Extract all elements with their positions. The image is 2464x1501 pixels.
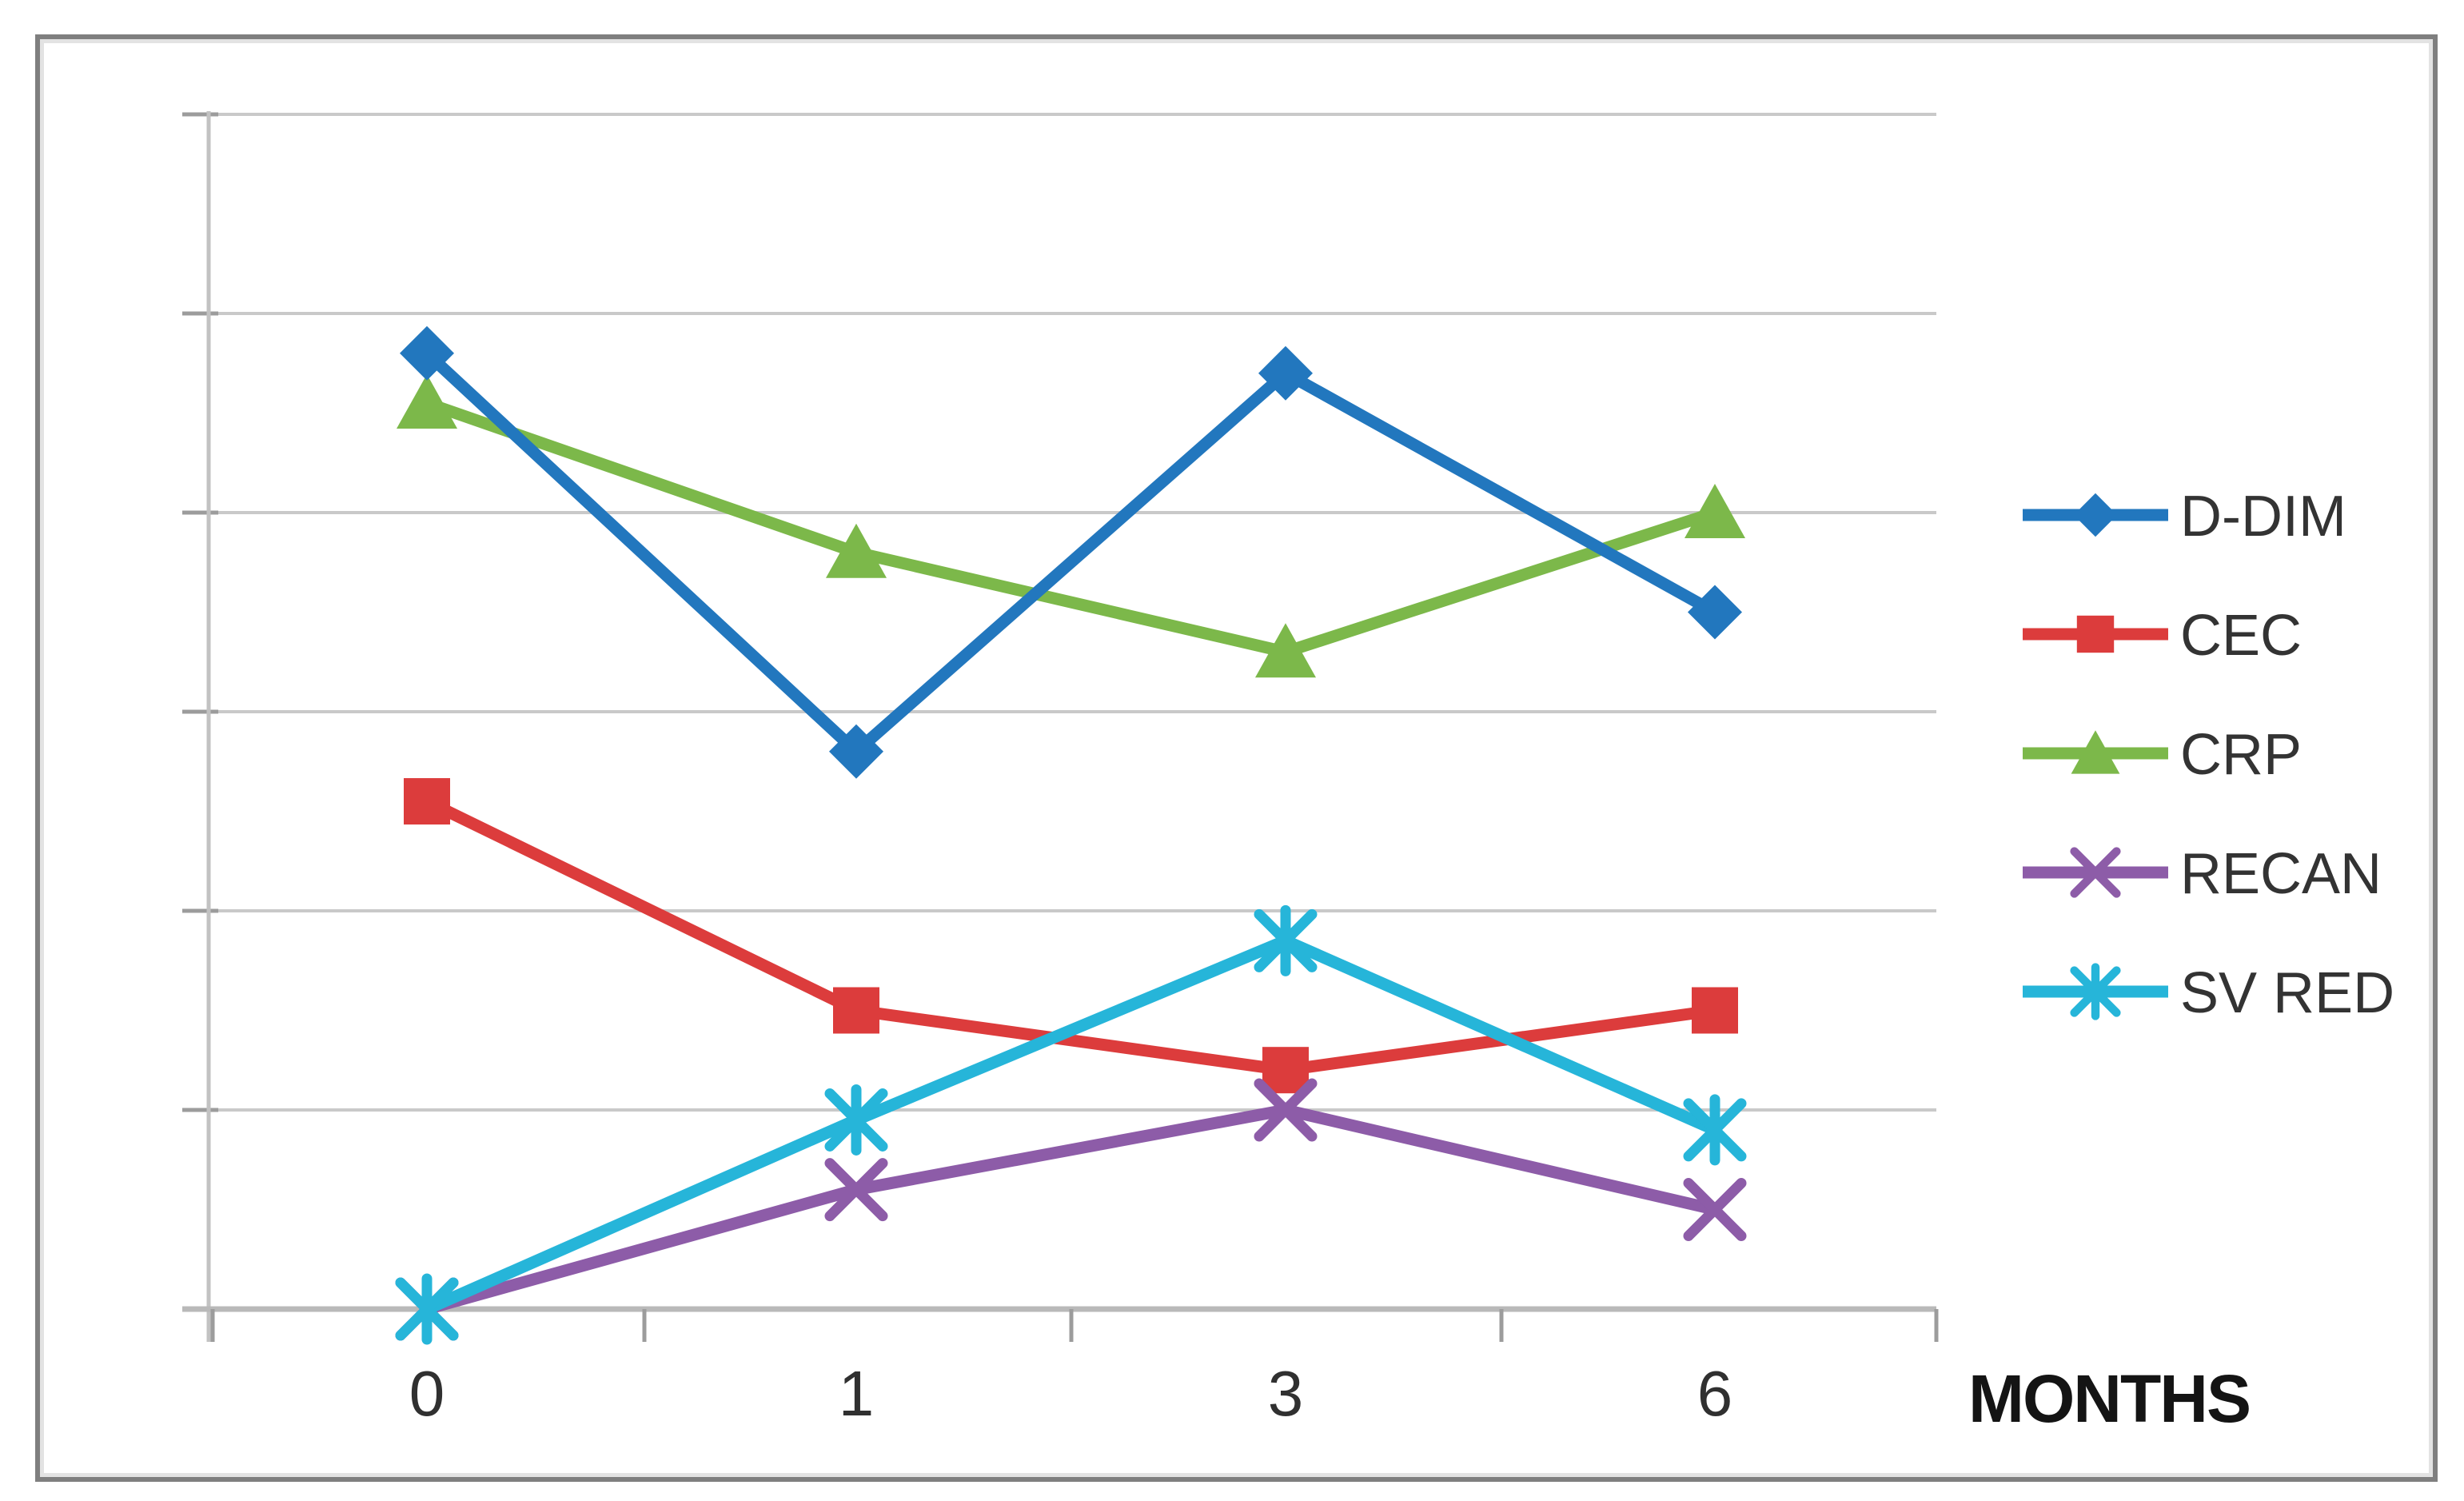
series-marker-crp [1685,484,1745,538]
legend-label: RECAN [2180,842,2382,906]
series-marker-sv-red [1254,904,1318,976]
series-marker-cec [1262,1047,1309,1094]
series-marker-d-dim [400,325,454,381]
legend-item-crp: CRP [2023,723,2302,787]
legend-x-icon [2070,847,2121,898]
series-marker-cec [404,778,450,825]
x-tick-label: 6 [1697,1358,1733,1429]
series-marker-crp [826,523,887,578]
x-tick-labels-group: 0 1 3 6 [409,1358,1733,1429]
legend-label: SV RED [2180,961,2394,1025]
legend-diamond-icon [2073,493,2118,537]
series-marker-d-dim [1258,345,1313,401]
series-marker-recan [824,1158,888,1222]
series-line-d-dim [421,347,1721,758]
legend-asterisk-icon [2070,963,2121,1020]
legend-item-d-dim: D-DIM [2023,485,2346,549]
series-line-recan [421,1104,1721,1315]
legend-item-sv-red: SV RED [2023,961,2394,1025]
series-line-crp [421,397,1721,658]
chart-frame [35,34,2438,1482]
series-marker-sv-red [1683,1094,1747,1166]
series-marker-sv-red [824,1084,888,1156]
legend-triangle-icon [2071,730,2120,774]
gridlines-group [182,112,1936,1112]
series-marker-sv-red [395,1273,459,1345]
legend-item-cec: CEC [2023,604,2302,668]
legend-square-icon [2076,615,2115,653]
series-marker-recan [1683,1178,1747,1241]
series-group [395,325,1747,1345]
series-marker-crp [397,374,457,429]
legend-item-recan: RECAN [2023,842,2382,906]
x-tick-label: 3 [1268,1358,1304,1429]
series-line-sv-red [421,934,1721,1315]
series-marker-crp [1255,623,1316,678]
legend: D-DIM CEC CRP RECAN SV RED [2023,485,2394,1025]
x-tick-label: 0 [409,1358,445,1429]
series-marker-recan [1254,1078,1318,1142]
legend-label: D-DIM [2180,485,2346,549]
series-marker-cec [833,987,879,1034]
series-marker-cec [1692,987,1738,1034]
x-tick-label: 1 [839,1358,875,1429]
x-axis-title: MONTHS [1968,1361,2250,1436]
legend-label: CEC [2180,604,2302,668]
legend-label: CRP [2180,723,2302,787]
series-marker-d-dim [1688,585,1742,640]
series-marker-d-dim [829,724,883,779]
axes-group [182,111,1939,1342]
